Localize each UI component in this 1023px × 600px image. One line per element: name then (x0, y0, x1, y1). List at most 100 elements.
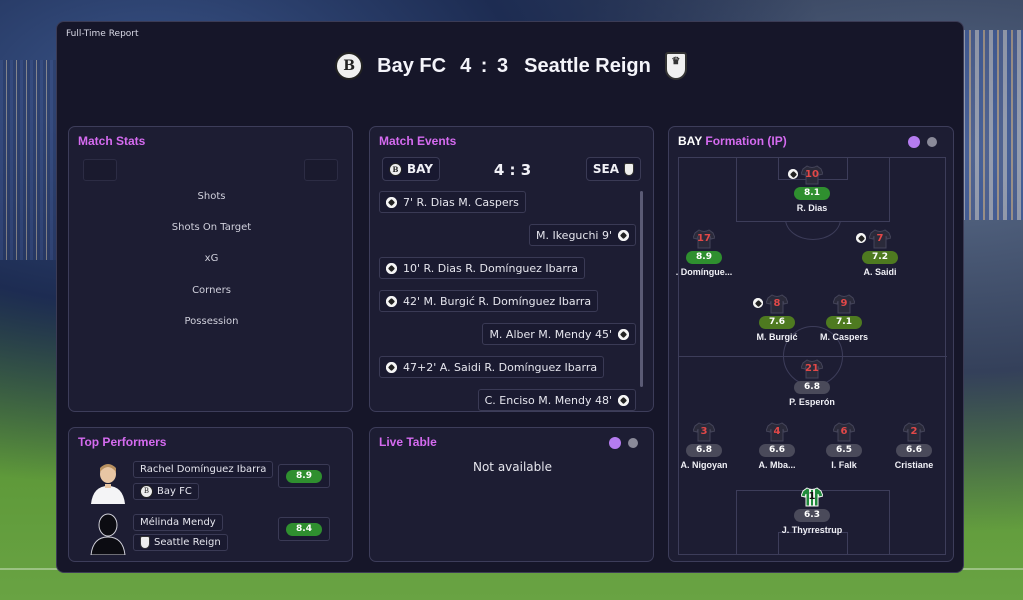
final-score: 4 : 3 (460, 54, 511, 77)
events-scrollbar[interactable] (640, 191, 643, 387)
formation-team-abbr: BAY (678, 134, 703, 148)
player-rating: 6.3 (794, 509, 830, 522)
performer-rating: 8.4 (286, 523, 322, 536)
match-stats-panel: Match Stats Shots Shots On Target xG Cor… (68, 126, 353, 412)
formation-player[interactable]: 3 6.8 A. Nigoyan (669, 422, 742, 470)
event-text: 42' M. Burgić R. Domínguez Ibarra (403, 294, 592, 308)
event-text: M. Ikeguchi 9' (535, 228, 612, 242)
formation-label: Formation (IP) (705, 134, 787, 148)
home-team-chip: B BAY (382, 157, 440, 181)
events-score: 4 : 3 (493, 161, 532, 179)
page-dot-active[interactable] (609, 437, 621, 449)
performer-row[interactable]: Rachel Domínguez Ibarra B Bay FC 8.9 (69, 458, 352, 508)
player-shirt-icon: 2 (903, 422, 925, 442)
player-name: A. Mba... (758, 460, 796, 470)
event-text: M. Alber M. Mendy 45' (489, 327, 612, 341)
player-rating: 6.8 (686, 444, 722, 457)
player-number: 8 (773, 298, 781, 309)
player-name: A. Saidi (863, 267, 897, 277)
player-shirt-icon: 3 (693, 422, 715, 442)
formation-player[interactable]: 17 8.9 . Domíngue... (669, 229, 742, 277)
seattle-reign-crest-icon: ♛ (664, 52, 687, 80)
player-number: 21 (805, 363, 819, 374)
player-rating: 6.6 (759, 444, 795, 457)
window-title: Full-Time Report (66, 29, 139, 39)
goal-ball-icon (386, 361, 397, 373)
player-name: J. Thyrrestrup (781, 525, 843, 535)
player-number: 9 (840, 298, 848, 309)
event-text: 47+2' A. Saidi R. Domínguez Ibarra (403, 360, 598, 374)
formation-player[interactable]: 6 6.5 I. Falk (806, 422, 882, 470)
page-dot-active[interactable] (908, 136, 920, 148)
player-avatar-silhouette (90, 513, 126, 555)
event-goal[interactable]: 10' R. Dias R. Domínguez Ibarra (379, 257, 585, 279)
formation-player[interactable]: 2 6.6 Cristiane (876, 422, 952, 470)
player-number: 2 (910, 426, 918, 437)
player-name: P. Esperón (789, 397, 835, 407)
performer-row[interactable]: Mélinda Mendy Seattle Reign 8.4 (69, 511, 352, 561)
event-text: C. Enciso M. Mendy 48' (484, 393, 612, 407)
goal-ball-icon (788, 169, 798, 179)
event-goal[interactable]: M. Alber M. Mendy 45' (482, 323, 636, 345)
away-team-name: Seattle Reign (524, 54, 651, 77)
player-avatar (91, 464, 125, 504)
live-table-panel: Live Table Not available (369, 427, 654, 562)
match-events-panel: Match Events B BAY 4 : 3 SEA 7' R. Dias … (369, 126, 654, 412)
goal-ball-icon (386, 262, 397, 274)
player-rating: 8.1 (794, 187, 830, 200)
away-team-chip: SEA (585, 157, 641, 181)
event-goal[interactable]: M. Ikeguchi 9' (528, 224, 636, 246)
performer-team: Seattle Reign (133, 534, 228, 551)
event-goal[interactable]: 42' M. Burgić R. Domínguez Ibarra (379, 290, 599, 312)
player-rating: 6.5 (826, 444, 862, 457)
formation-player[interactable]: 21 6.8 P. Esperón (774, 359, 850, 407)
stat-label-xg: xG (204, 253, 219, 264)
formation-player[interactable]: 4 6.6 A. Mba... (739, 422, 815, 470)
player-shirt-icon: 4 (766, 422, 788, 442)
background-crowd-left (0, 60, 60, 260)
goal-ball-icon (618, 328, 629, 340)
player-shirt-icon: 6 (833, 422, 855, 442)
performer-rating: 8.9 (286, 470, 322, 483)
pitch-goal-box-bottom (778, 532, 848, 554)
goal-ball-icon (618, 394, 629, 406)
player-name: R. Dias (796, 203, 828, 213)
event-goal[interactable]: 47+2' A. Saidi R. Domínguez Ibarra (379, 356, 605, 378)
goal-ball-icon (618, 229, 629, 241)
player-shirt-icon: 9 (833, 294, 855, 314)
player-number: 10 (805, 169, 819, 180)
formation-player[interactable]: 7 7.2 A. Saidi (842, 229, 918, 277)
pitch-penalty-box-top (736, 158, 890, 222)
score-header: B Bay FC 4 : 3 Seattle Reign ♛ (57, 50, 965, 82)
live-table-message: Not available (472, 460, 552, 474)
event-text: 10' R. Dias R. Domínguez Ibarra (403, 261, 578, 275)
home-team-chip (83, 159, 117, 181)
formation-player[interactable]: 8 7.6 M. Burgić (739, 294, 815, 342)
performer-name: Rachel Domínguez Ibarra (133, 461, 274, 478)
player-rating: 6.8 (794, 381, 830, 394)
page-dot-inactive[interactable] (927, 137, 937, 147)
player-rating: 7.2 (862, 251, 898, 264)
player-shirt-icon: 10 (801, 165, 823, 185)
performer-rating-box: 8.4 (278, 517, 330, 541)
goal-ball-icon (386, 295, 397, 307)
page-dot-inactive[interactable] (628, 438, 638, 448)
formation-player[interactable]: 10 8.1 R. Dias (774, 165, 850, 213)
player-name: A. Nigoyan (680, 460, 728, 470)
player-name: . Domíngue... (675, 267, 733, 277)
stat-label-shots: Shots (197, 191, 226, 202)
match-events-title: Match Events (379, 134, 457, 148)
player-number: 17 (697, 233, 711, 244)
formation-player[interactable]: 9 7.1 M. Caspers (806, 294, 882, 342)
player-shirt-icon: 17 (693, 229, 715, 249)
player-rating: 7.6 (759, 316, 795, 329)
formation-player[interactable]: 1 6.3 J. Thyrrestrup (774, 487, 850, 535)
player-shirt-icon: 7 (869, 229, 891, 249)
goal-ball-icon (386, 196, 397, 208)
player-number: 6 (840, 426, 848, 437)
event-goal[interactable]: 7' R. Dias M. Caspers (379, 191, 526, 213)
match-stats-title: Match Stats (78, 134, 146, 148)
performer-name: Mélinda Mendy (133, 514, 223, 531)
event-goal[interactable]: C. Enciso M. Mendy 48' (477, 389, 636, 411)
performer-team-label: Bay FC (157, 486, 192, 497)
